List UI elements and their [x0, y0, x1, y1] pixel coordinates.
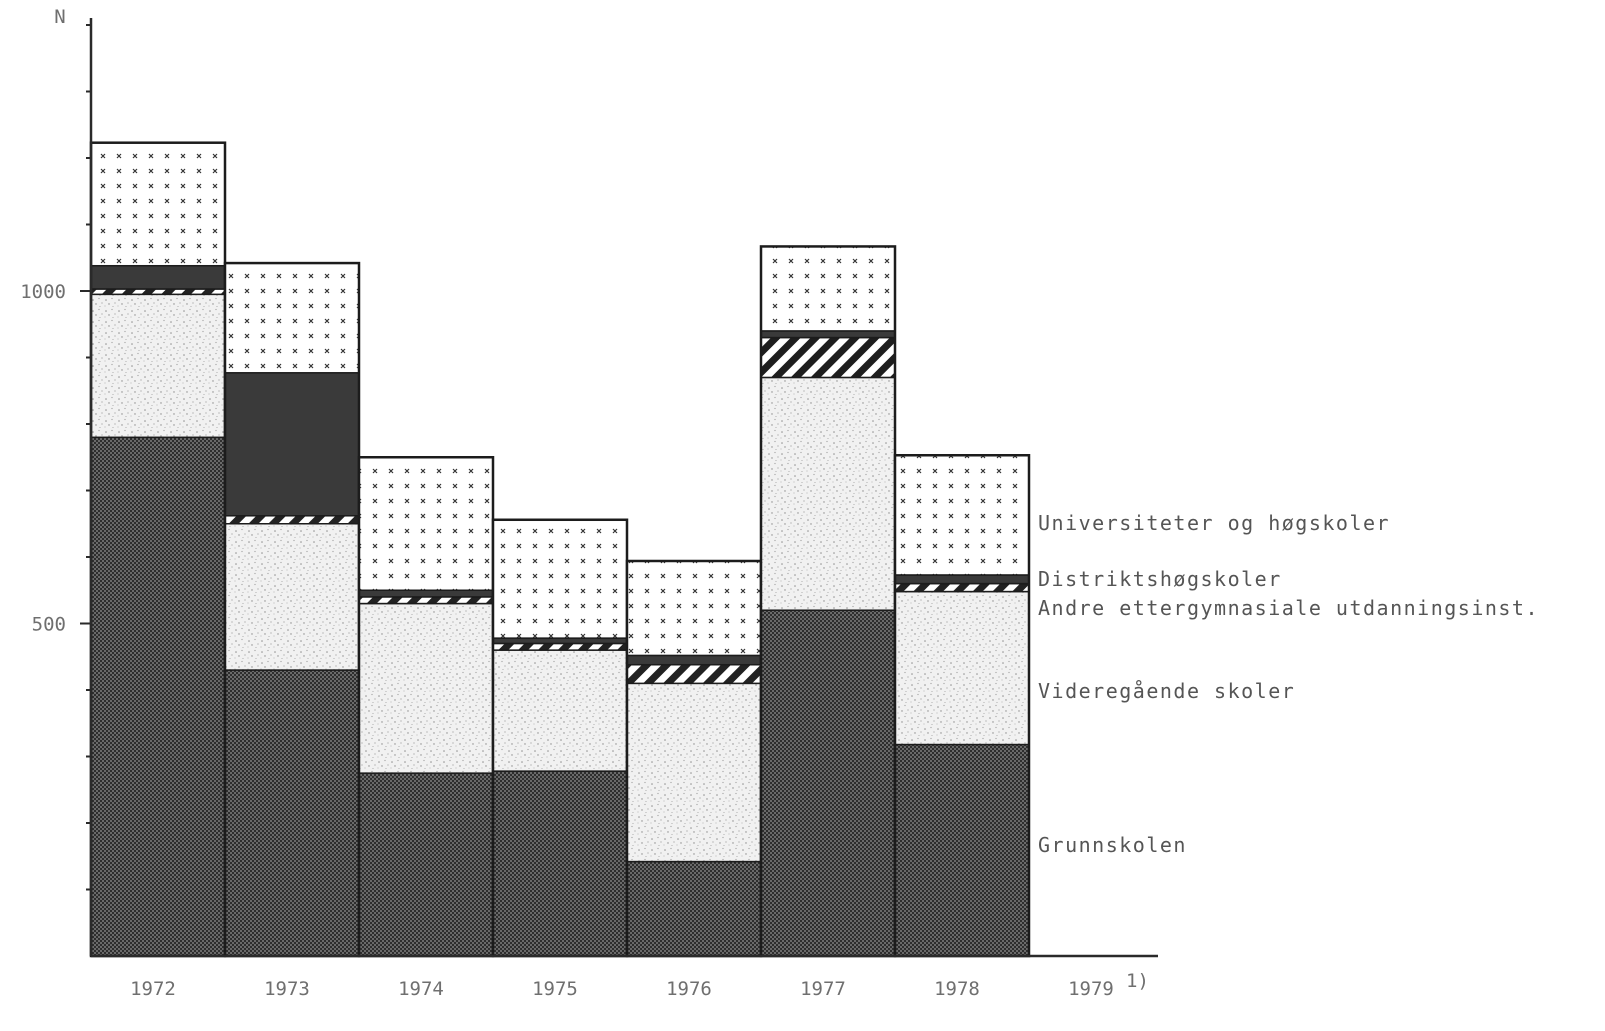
bar-segment-1976-andre-ettergymnasiale-utdanningsinst: [626, 663, 762, 685]
bar-segment-1977-distriktshogskoler: [760, 330, 896, 339]
x-tick-label: 1977: [800, 978, 846, 1000]
x-tick-label: 1973: [264, 978, 310, 1000]
bar-segment-1976-universiteter-og-hogskoler: [626, 560, 762, 657]
y-axis-label: N: [54, 6, 65, 28]
bar-segment-1973-andre-ettergymnasiale-utdanningsinst: [224, 515, 360, 525]
x-tick-label: 1976: [666, 978, 712, 1000]
x-labels-group: 1972 1973 1974 1975 1976 1977 1978 1979 1): [130, 970, 1149, 1000]
bar-segment-1975-andre-ettergymnasiale-utdanningsinst: [492, 642, 628, 651]
bar-segment-1974-grunnskolen: [358, 772, 494, 957]
y-tick-label: 500: [32, 614, 66, 636]
bar-segment-1977-andre-ettergymnasiale-utdanningsinst: [760, 336, 896, 379]
bar-segment-1975-universiteter-og-hogskoler: [492, 519, 628, 639]
bar-segment-1978-videregaende-skoler: [894, 590, 1030, 746]
bar-segment-1974-andre-ettergymnasiale-utdanningsinst: [358, 596, 494, 605]
bar-segment-1973-distriktshogskoler: [224, 372, 360, 517]
bar-segment-1972-andre-ettergymnasiale-utdanningsinst: [90, 288, 226, 296]
bar-segment-1972-videregaende-skoler: [90, 293, 226, 439]
bar-segment-1978-universiteter-og-hogskoler: [894, 454, 1030, 576]
x-tick-label: 1979: [1068, 978, 1114, 1000]
bar-segment-1978-grunnskolen: [894, 743, 1030, 957]
bar-segment-1973-grunnskolen: [224, 669, 360, 957]
bar-segment-1975-videregaende-skoler: [492, 649, 628, 772]
bar-segment-1973-videregaende-skoler: [224, 523, 360, 671]
axes-group: [89, 18, 1158, 958]
legend-label-andre-ettergymnasiale-utdanningsinst: Andre ettergymnasiale utdanningsinst.: [1038, 596, 1539, 620]
legend-label-grunnskolen: Grunnskolen: [1038, 833, 1187, 857]
x-tick-label: 1975: [532, 978, 578, 1000]
y-tick-label: 1000: [20, 281, 66, 303]
bar-segment-1976-videregaende-skoler: [626, 682, 762, 863]
bar-segment-1972-distriktshogskoler: [90, 264, 226, 290]
x-tick-label: 1974: [398, 978, 444, 1000]
x-tick-label: 1972: [130, 978, 176, 1000]
bar-segment-1977-videregaende-skoler: [760, 376, 896, 611]
legend-label-videregaende-skoler: Videregående skoler: [1038, 679, 1295, 703]
bar-segment-1972-grunnskolen: [90, 436, 226, 957]
bar-segment-1977-grunnskolen: [760, 609, 896, 957]
bar-segment-1977-universiteter-og-hogskoler: [760, 245, 896, 332]
x-tick-footnote: 1): [1126, 970, 1149, 992]
bar-segment-1972-universiteter-og-hogskoler: [90, 141, 226, 267]
legend-group: Grunnskolen Videregående skoler Andre ette…: [1038, 511, 1539, 857]
bar-segment-1976-distriktshogskoler: [626, 654, 762, 666]
bar-segment-1978-andre-ettergymnasiale-utdanningsinst: [894, 582, 1030, 593]
bar-segment-1976-grunnskolen: [626, 860, 762, 957]
bar-segment-1974-videregaende-skoler: [358, 602, 494, 774]
bars-group: [89, 141, 1031, 958]
bar-segment-1978-distriktshogskoler: [894, 574, 1030, 585]
bar-segment-1974-distriktshogskoler: [358, 589, 494, 598]
x-tick-label: 1978: [934, 978, 980, 1000]
bar-segment-1974-universiteter-og-hogskoler: [358, 456, 494, 591]
bar-segment-1975-grunnskolen: [492, 770, 628, 957]
y-ticks-group: 500 1000: [20, 24, 91, 891]
legend-label-universiteter-og-hogskoler: Universiteter og høgskoler: [1038, 511, 1390, 535]
bar-segment-1975-distriktshogskoler: [492, 637, 628, 645]
legend-label-distriktshogskoler: Distriktshøgskoler: [1038, 567, 1282, 591]
bar-segment-1973-universiteter-og-hogskoler: [224, 262, 360, 374]
